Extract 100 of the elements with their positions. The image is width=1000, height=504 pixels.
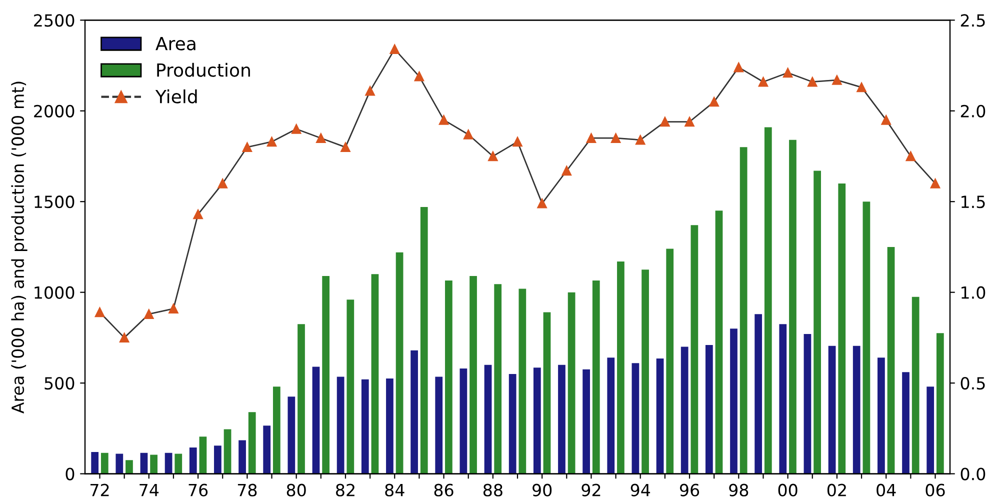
y-tick-label: 2000 xyxy=(34,104,74,118)
bar xyxy=(715,210,723,474)
bar xyxy=(435,376,443,474)
bar xyxy=(779,324,787,474)
x-tick-label: 72 xyxy=(90,484,109,496)
legend-label: Area xyxy=(156,36,196,50)
y-tick-label: 500 xyxy=(44,377,74,390)
bar xyxy=(199,436,207,474)
legend-label: Production xyxy=(157,62,250,77)
bar xyxy=(508,374,516,474)
bar xyxy=(838,183,846,474)
x-tick-label: 82 xyxy=(336,484,354,496)
bar xyxy=(852,346,860,474)
bar xyxy=(263,426,271,474)
y2-tick-label: 2.5 xyxy=(960,14,985,27)
point xyxy=(660,116,670,127)
bar xyxy=(754,314,762,474)
y-tick-label: 1000 xyxy=(34,286,74,299)
x-tick-label: 94 xyxy=(630,484,650,496)
bar xyxy=(518,288,526,474)
bar xyxy=(164,452,172,474)
point xyxy=(414,72,424,82)
x-tick-label: 06 xyxy=(926,484,945,496)
point xyxy=(463,130,474,140)
point xyxy=(242,142,252,152)
x-tick-label: 74 xyxy=(140,484,159,496)
bar xyxy=(224,429,232,474)
legend-label: Yield xyxy=(155,89,197,104)
bar xyxy=(116,454,124,474)
point xyxy=(930,178,940,188)
point xyxy=(438,115,449,125)
x-tick-label: 92 xyxy=(582,484,600,496)
point xyxy=(390,44,400,54)
bar xyxy=(887,246,895,474)
y-tick-label: 0 xyxy=(66,468,74,480)
bar xyxy=(862,202,870,474)
bar xyxy=(460,368,468,474)
point xyxy=(266,136,277,147)
bar xyxy=(494,284,502,474)
x-tick-label: 90 xyxy=(532,484,552,496)
bar xyxy=(346,300,354,474)
bar xyxy=(804,334,812,474)
bar xyxy=(642,270,649,474)
bar xyxy=(189,447,197,474)
point xyxy=(316,133,326,143)
bar xyxy=(91,452,99,474)
point xyxy=(758,76,768,87)
bar xyxy=(420,207,428,474)
bar xyxy=(298,324,305,474)
point xyxy=(537,198,547,208)
point xyxy=(808,76,818,87)
point xyxy=(856,82,866,92)
bar xyxy=(680,346,688,474)
bar xyxy=(386,378,394,474)
x-tick-label: 78 xyxy=(238,484,257,496)
bar xyxy=(878,358,885,474)
x-tick-label: 80 xyxy=(286,484,306,496)
point xyxy=(144,309,154,319)
point xyxy=(193,209,203,220)
x-tick-label: 98 xyxy=(729,484,748,496)
point xyxy=(218,178,228,188)
bar xyxy=(936,333,944,474)
bar xyxy=(912,296,920,474)
bar xyxy=(558,364,566,474)
point xyxy=(340,142,350,152)
point xyxy=(586,133,596,143)
bar xyxy=(470,276,477,474)
bar xyxy=(617,261,624,474)
x-tick-label: 88 xyxy=(483,484,502,496)
bar xyxy=(592,280,600,474)
bar xyxy=(789,140,796,474)
bar xyxy=(371,274,379,474)
point xyxy=(365,86,375,96)
bar xyxy=(100,452,108,474)
bar xyxy=(764,127,772,474)
point xyxy=(610,133,621,143)
bar xyxy=(666,248,674,474)
bar xyxy=(336,376,344,474)
x-tick-label: 86 xyxy=(434,484,454,496)
bar xyxy=(410,350,418,474)
bar xyxy=(607,358,615,474)
point xyxy=(636,135,646,145)
x-tick-label: 96 xyxy=(680,484,700,496)
y2-tick-label: 2.0 xyxy=(960,104,986,118)
bar xyxy=(126,460,133,474)
y-tick-label: 2500 xyxy=(34,14,74,27)
y2-tick-label: 0.5 xyxy=(960,377,985,390)
bar xyxy=(361,379,369,474)
bar xyxy=(533,368,541,474)
point xyxy=(709,96,719,107)
bar xyxy=(568,292,576,474)
y2-tick-label: 0.0 xyxy=(960,468,986,480)
bar xyxy=(656,358,664,474)
y-axis-title: Area ('000 ha) and production ('000 mt) xyxy=(11,82,28,414)
bar xyxy=(288,396,296,474)
bar xyxy=(814,170,821,474)
bar xyxy=(730,328,738,474)
bar xyxy=(828,346,836,474)
bar xyxy=(445,280,452,474)
bar xyxy=(632,363,640,474)
